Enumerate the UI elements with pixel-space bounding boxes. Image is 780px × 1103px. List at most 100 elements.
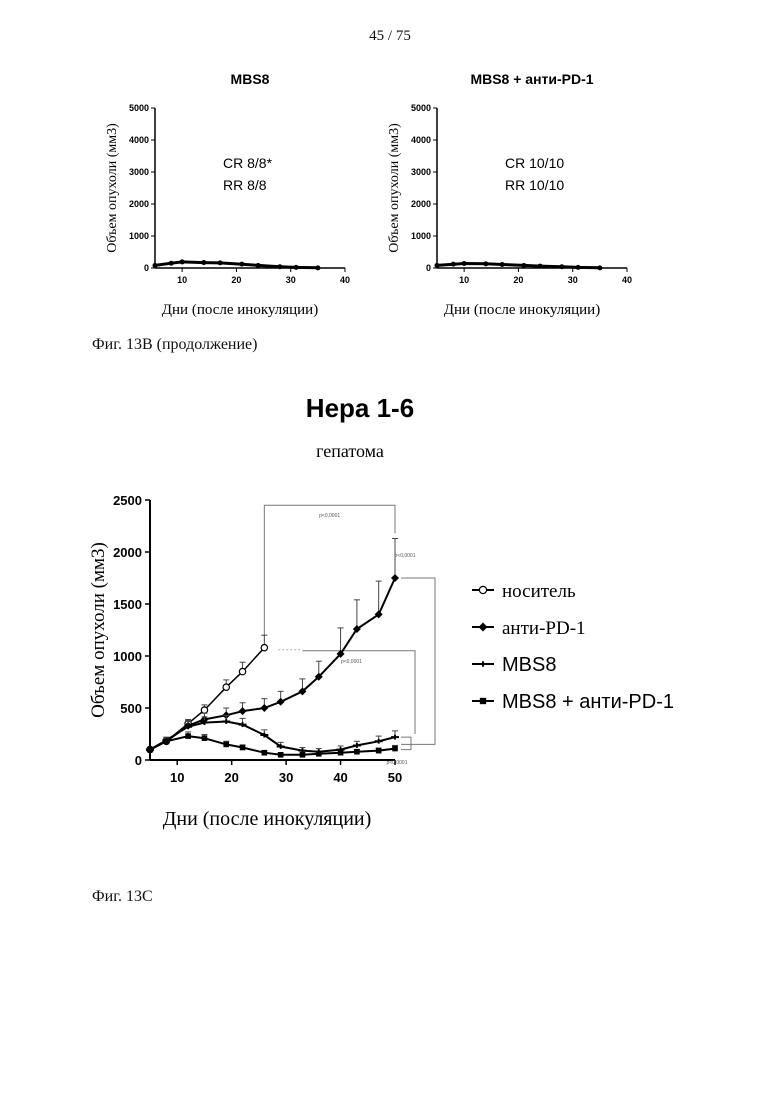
mbs8-pd1-data-point xyxy=(597,265,602,270)
mbs8-y-tick-label: 4000 xyxy=(129,135,149,145)
data-point-1 xyxy=(391,574,399,582)
hepa-x-tick-label: 20 xyxy=(224,770,238,785)
mbs8-x-tick-label: 30 xyxy=(286,275,296,285)
hepa-y-tick-label: 2500 xyxy=(113,493,142,508)
mbs8-pd1-x-tick-label: 40 xyxy=(622,275,632,285)
data-point-3 xyxy=(147,747,153,753)
data-point-3 xyxy=(278,752,284,758)
mbs8-pd1-annotation: CR 10/10 xyxy=(505,155,564,171)
mbs8-data-point xyxy=(169,261,174,266)
mbs8-pd1-y-tick-label: 2000 xyxy=(411,199,431,209)
hepa-x-tick-label: 30 xyxy=(279,770,293,785)
data-point-3 xyxy=(262,750,268,756)
mbs8-y-tick-label: 2000 xyxy=(129,199,149,209)
mbs8-pd1-x-tick-label: 30 xyxy=(568,275,578,285)
data-point-1 xyxy=(239,707,247,715)
mbs8-pd1-x-label: Дни (после инокуляции) xyxy=(444,302,600,318)
mbs8-pd1-data-point xyxy=(483,261,488,266)
mbs8-pd1-y-tick-label: 3000 xyxy=(411,167,431,177)
legend-label: анти-PD-1 xyxy=(502,618,586,639)
hepa-x-tick-label: 50 xyxy=(388,770,402,785)
mbs8-annotation: CR 8/8* xyxy=(223,155,273,171)
mbs8-pd1-series-line xyxy=(437,264,600,268)
data-point-3 xyxy=(202,735,208,741)
mbs8-y-label: Объем опухоли (мм3) xyxy=(105,123,120,253)
chart-hepa-svg: Hepa 1-6гепатома050010001500200025001020… xyxy=(80,385,700,845)
hepa-x-tick-label: 40 xyxy=(333,770,347,785)
mbs8-y-tick-label: 0 xyxy=(144,263,149,273)
figure-caption-13b: Фиг. 13В (продолжение) xyxy=(92,336,257,354)
mbs8-pd1-title: MBS8 + анти-PD-1 xyxy=(470,71,593,87)
data-point-2 xyxy=(222,719,230,724)
mbs8-y-tick-label: 1000 xyxy=(129,231,149,241)
significance-bracket xyxy=(401,578,435,744)
hepa-title: Hepa 1-6 xyxy=(306,393,414,423)
hepa-y-tick-label: 1500 xyxy=(113,597,142,612)
hepa-y-tick-label: 2000 xyxy=(113,545,142,560)
significance-label: p<0,0001 xyxy=(395,553,416,559)
hepa-x-tick-label: 10 xyxy=(170,770,184,785)
data-point-3 xyxy=(376,748,382,754)
mbs8-data-point xyxy=(180,259,185,264)
mbs8-data-point xyxy=(315,265,320,270)
mbs8-pd1-annotation: RR 10/10 xyxy=(505,177,564,193)
significance-label: p<0,0001 xyxy=(341,659,362,665)
data-point-1 xyxy=(260,704,268,712)
legend-marker xyxy=(479,661,488,666)
hepa-y-label: Объем опухоли (мм3) xyxy=(88,542,109,718)
data-point-3 xyxy=(185,733,191,739)
data-point-0 xyxy=(201,707,207,713)
significance-label: p<0,0001 xyxy=(387,760,408,766)
chart-mbs8: MBS801000200030004000500010203040Объем о… xyxy=(100,68,360,328)
data-point-3 xyxy=(300,752,306,758)
mbs8-x-label: Дни (после инокуляции) xyxy=(162,302,318,318)
hepa-subtitle: гепатома xyxy=(316,441,384,461)
legend-marker xyxy=(479,623,488,632)
mbs8-pd1-x-tick-label: 10 xyxy=(459,275,469,285)
mbs8-pd1-y-tick-label: 4000 xyxy=(411,135,431,145)
mbs8-data-point xyxy=(153,263,158,268)
legend-marker xyxy=(479,586,486,593)
mbs8-pd1-data-point xyxy=(435,263,440,268)
data-point-3 xyxy=(240,745,246,751)
mbs8-data-point xyxy=(294,265,299,270)
data-point-0 xyxy=(223,684,229,690)
mbs8-x-tick-label: 40 xyxy=(340,275,350,285)
legend-label: MBS8 xyxy=(502,654,556,676)
page-number: 45 / 75 xyxy=(0,28,780,45)
mbs8-pd1-data-point xyxy=(462,261,467,266)
data-point-3 xyxy=(316,751,322,757)
hepa-y-tick-label: 1000 xyxy=(113,649,142,664)
data-point-3 xyxy=(338,750,344,756)
mbs8-y-tick-label: 3000 xyxy=(129,167,149,177)
mbs8-data-point xyxy=(218,260,223,265)
data-point-3 xyxy=(164,738,170,744)
chart-mbs8-anti-pd1: MBS8 + анти-PD-1010002000300040005000102… xyxy=(382,68,642,328)
mbs8-data-point xyxy=(201,260,206,265)
mbs8-y-tick-label: 5000 xyxy=(129,103,149,113)
chart-hepa: Hepa 1-6гепатома050010001500200025001020… xyxy=(80,385,700,845)
hepa-y-tick-label: 0 xyxy=(135,753,142,768)
mbs8-pd1-y-label: Объем опухоли (мм3) xyxy=(387,123,402,253)
data-point-3 xyxy=(223,742,229,748)
significance-label: p<0,0001 xyxy=(319,513,340,519)
mbs8-pd1-data-point xyxy=(521,263,526,268)
mbs8-title: MBS8 xyxy=(231,71,270,87)
figure-caption-13c: Фиг. 13С xyxy=(92,888,153,906)
mbs8-pd1-data-point xyxy=(559,264,564,269)
data-point-1 xyxy=(277,698,285,706)
data-point-3 xyxy=(392,746,398,752)
legend-marker xyxy=(480,698,486,704)
chart-mbs8-svg: MBS801000200030004000500010203040Объем о… xyxy=(100,68,360,328)
chart-mbs8-anti-pd1-svg: MBS8 + анти-PD-1010002000300040005000102… xyxy=(382,68,642,328)
mbs8-pd1-data-point xyxy=(576,265,581,270)
mbs8-x-tick-label: 10 xyxy=(177,275,187,285)
mbs8-pd1-data-point xyxy=(500,262,505,267)
hepa-x-label: Дни (после инокуляции) xyxy=(163,808,372,830)
mbs8-series-line xyxy=(155,262,318,268)
significance-bracket xyxy=(401,737,411,749)
mbs8-data-point xyxy=(277,264,282,269)
mbs8-pd1-y-tick-label: 1000 xyxy=(411,231,431,241)
mbs8-data-point xyxy=(239,262,244,267)
mbs8-data-point xyxy=(256,263,261,268)
